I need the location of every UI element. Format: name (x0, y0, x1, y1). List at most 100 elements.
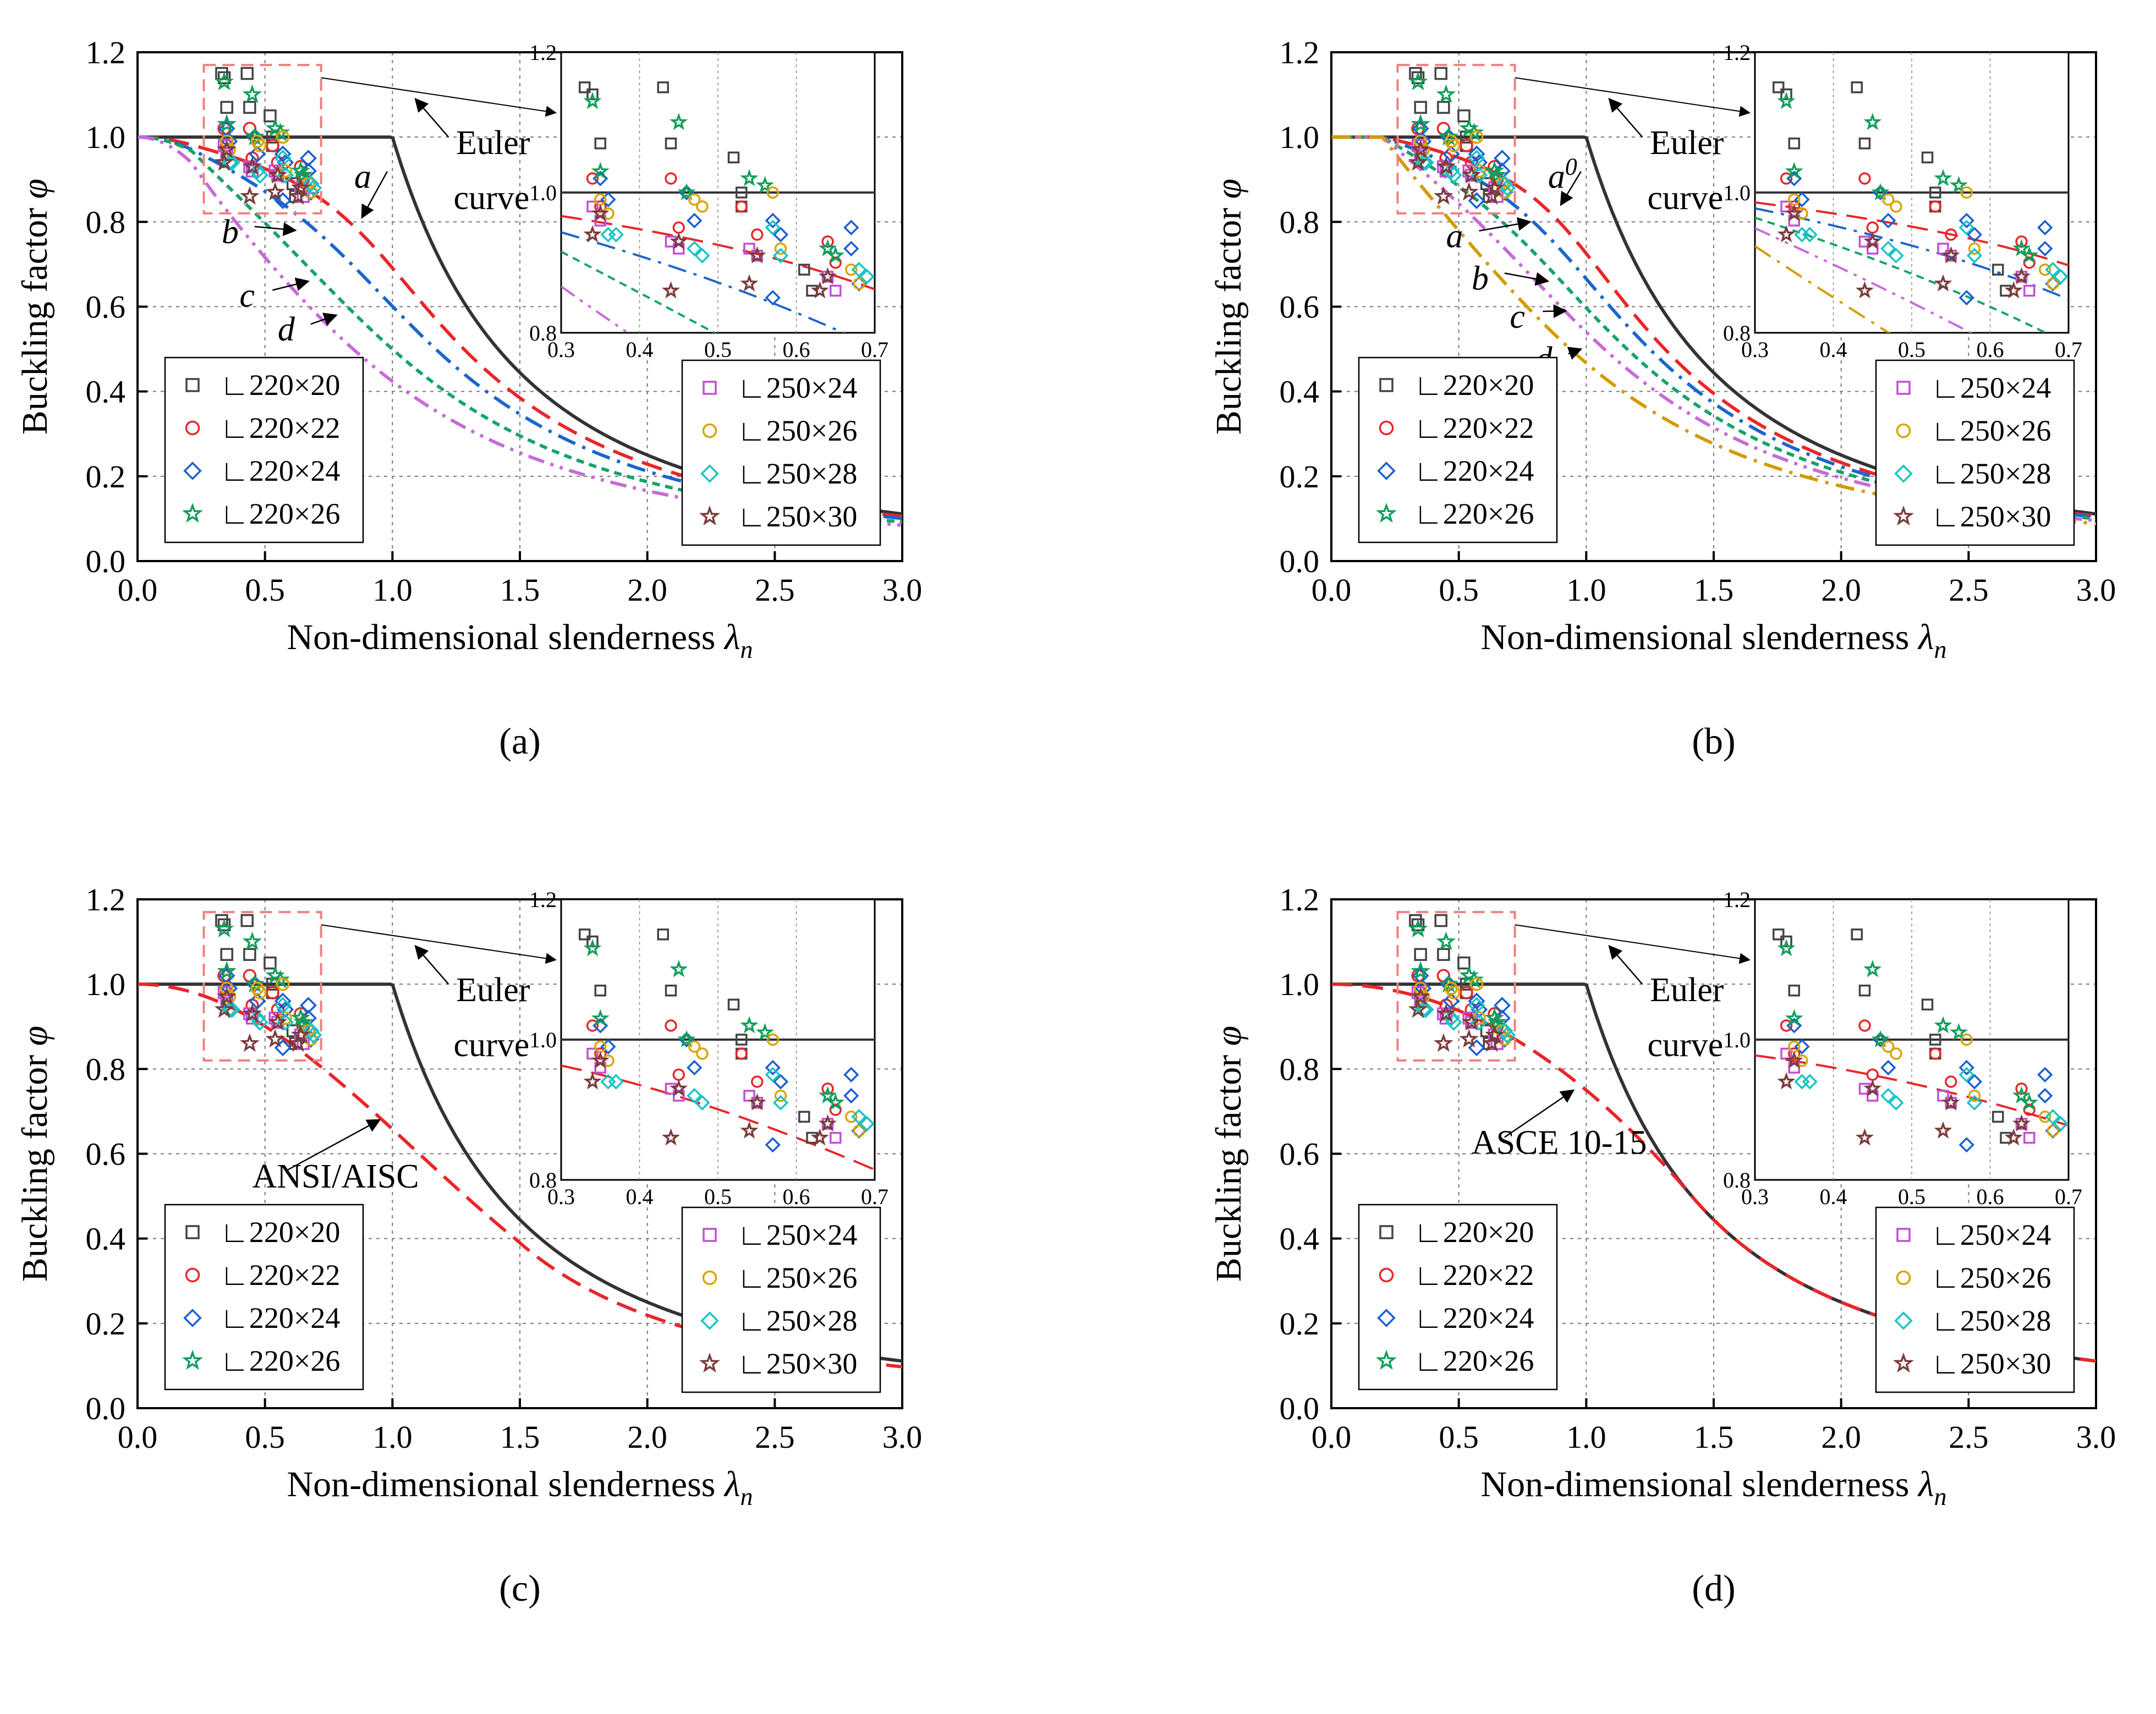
data-point-220x26 (1408, 919, 1428, 938)
inset-plot: 0.3 0.4 0.5 0.6 0.7 0.8 1.0 1.2 (529, 40, 888, 362)
inset-data-point-220x26 (826, 1093, 845, 1111)
legend-marker-250x24 (703, 381, 717, 395)
euler-label-arrow (414, 944, 449, 985)
legend-label: ∟220×20 (1414, 369, 1534, 402)
inset-data-point-250x28 (2045, 262, 2061, 278)
data-point-250x30 (1434, 186, 1453, 205)
data-point-250x30 (1434, 1033, 1453, 1052)
legend-right: ∟250×24 ∟250×26 ∟250×28 ∟250×30 (681, 1206, 881, 1393)
inset-data-point-220x20 (798, 1111, 810, 1123)
data-point-220x20 (1437, 948, 1450, 961)
inset-data-point-220x26 (1949, 175, 1968, 194)
legend-marker-250x28 (700, 1311, 719, 1330)
y-axis-label: Buckling factor φ (15, 1026, 55, 1282)
legend-label: ∟220×20 (1414, 1216, 1534, 1249)
data-point-250x30 (242, 1003, 262, 1023)
data-point-220x22 (1460, 986, 1473, 999)
x-tick-label: 2.5 (755, 1419, 795, 1455)
inset-data-point-220x20 (1921, 151, 1934, 163)
inset-data-point-220x20 (594, 985, 606, 997)
x-tick-label: 1.0 (1566, 1419, 1606, 1455)
curve-annotation: ASCE 10-15 (1472, 1124, 1647, 1162)
inset-data-point-250x26 (2047, 1124, 2059, 1137)
zoom-arrow (1515, 924, 1751, 964)
x-tick-label: 0.5 (1439, 1419, 1479, 1455)
data-point-250x30 (288, 186, 308, 205)
inset-data-point-220x22 (735, 200, 748, 213)
inset-data-point-220x20 (1773, 81, 1785, 94)
legend-marker-250x28 (1894, 1311, 1913, 1330)
inset-data-point-250x30 (1785, 1051, 1803, 1069)
inset-data-point-220x26 (591, 1009, 610, 1026)
panel-caption: (d) (1692, 1567, 1735, 1609)
inset-data-point-220x24 (765, 212, 781, 229)
inset-data-point-250x30 (740, 1121, 759, 1139)
inset-data-point-220x22 (1788, 1047, 1801, 1060)
inset-data-point-250x30 (670, 1079, 688, 1097)
y-axis-label-text: Buckling factor (1209, 199, 1249, 435)
inset-x-tick-label: 0.6 (783, 337, 810, 362)
inset-data-point-220x24 (2037, 240, 2053, 257)
curve-annotation: c (239, 277, 255, 315)
inset-data-point-220x24 (765, 290, 781, 306)
inset-data-point-250x26 (1890, 1047, 1902, 1060)
inset-data-point-220x20 (727, 151, 740, 163)
inset-data-point-250x28 (1888, 1095, 1904, 1111)
inset-data-point-220x24 (772, 1074, 789, 1090)
zoom-region-box (1396, 64, 1516, 215)
y-tick-label: 1.2 (86, 35, 126, 70)
x-tick-label: 1.0 (372, 572, 413, 608)
inset-x-tick-label: 0.5 (1898, 1184, 1925, 1209)
euler-label-arrow (1608, 97, 1643, 138)
curve-annotation: b (222, 213, 239, 251)
inset-data-point-220x26 (677, 183, 696, 200)
legend-marker-220x20 (185, 378, 200, 392)
data-point-220x24 (277, 153, 294, 171)
data-point-220x26 (242, 931, 262, 951)
x-tick-label: 1.0 (372, 1419, 413, 1455)
data-point-220x26 (245, 974, 265, 993)
data-point-250x30 (214, 999, 234, 1018)
y-axis-symbol: φ (15, 179, 55, 199)
legend-marker-220x22 (1379, 1267, 1394, 1283)
data-point-250x30 (217, 986, 237, 1006)
y-tick-label: 0.0 (1280, 543, 1320, 579)
x-axis-label: Non-dimensional slenderness λn (287, 1464, 753, 1510)
legend-marker-220x26 (1376, 502, 1397, 523)
inset-data-point-250x30 (810, 281, 829, 299)
inset-curve (561, 250, 717, 333)
x-tick-label: 2.0 (1821, 1419, 1861, 1455)
inset-data-point-250x26 (696, 200, 709, 213)
inset-data-point-220x20 (586, 935, 599, 948)
y-tick-label: 0.6 (86, 1136, 126, 1172)
inset-data-point-250x30 (1863, 232, 1882, 250)
inset-data-point-220x24 (843, 219, 859, 235)
inset-data-point-220x24 (1794, 1039, 1810, 1054)
data-point-220x26 (1487, 1012, 1507, 1031)
inset-data-point-220x26 (1777, 938, 1796, 957)
inset-data-point-250x26 (774, 1089, 787, 1102)
inset-plot: 0.3 0.4 0.5 0.6 0.7 0.8 1.0 1.2 (1723, 40, 2082, 362)
x-axis-label-text: Non-dimensional slenderness (287, 1464, 725, 1504)
inset-y-tick-label: 1.2 (529, 887, 557, 912)
x-tick-label: 1.5 (1694, 1419, 1734, 1455)
inset-data-point-250x26 (1882, 1040, 1895, 1053)
data-point-220x20 (1434, 914, 1447, 927)
data-point-250x26 (276, 130, 290, 144)
inset-data-point-220x26 (1949, 1023, 1968, 1041)
legend-label: ∟250×24 (1931, 371, 2051, 404)
x-axis-label: Non-dimensional slenderness λn (1480, 617, 1946, 663)
y-tick-label: 0.8 (1280, 1051, 1320, 1087)
inset-data-point-250x30 (740, 274, 759, 292)
inset-data-point-220x20 (1858, 985, 1871, 997)
data-point-250x30 (1462, 164, 1482, 184)
curve-annotation-text: b (1472, 260, 1489, 298)
inset-data-point-250x26 (1960, 186, 1973, 199)
data-point-220x26 (270, 122, 290, 141)
inset-data-point-250x28 (608, 227, 624, 243)
euler-label-line1: Euler (1650, 971, 1724, 1009)
inset-data-point-220x22 (1945, 1075, 1957, 1088)
inset-data-point-250x28 (1880, 1087, 1896, 1104)
data-point-220x24 (1468, 145, 1485, 163)
zoom-region-box (1396, 911, 1516, 1062)
